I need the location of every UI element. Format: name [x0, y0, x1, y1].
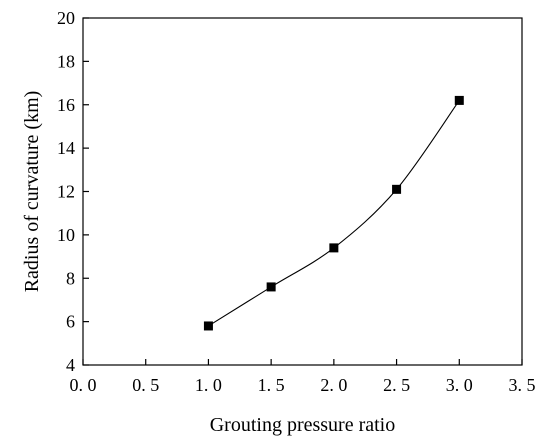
- y-tick-label: 16: [57, 95, 75, 115]
- plot-frame: [82, 17, 523, 366]
- data-point-marker: [266, 282, 276, 292]
- y-tick-label: 4: [66, 355, 75, 375]
- y-tick-label: 20: [57, 8, 75, 28]
- y-tick-label: 8: [66, 268, 75, 288]
- y-axis-title: Radius of curvature (km): [21, 91, 43, 293]
- series-line: [208, 100, 460, 327]
- x-axis: 0. 0 0. 5 1. 0 1. 5 2. 0 2. 5 3. 0 3. 5: [70, 359, 536, 395]
- plot-area: [82, 17, 523, 366]
- x-axis-title: Grouting pressure ratio: [210, 414, 396, 436]
- x-tick-label: 2. 5: [383, 375, 410, 395]
- x-tick-label: 1. 5: [258, 375, 285, 395]
- y-axis: 4 6 8 10 12 14 16 18 20: [57, 8, 89, 375]
- data-point-marker: [454, 95, 464, 105]
- y-tick-label: 6: [66, 312, 75, 332]
- data-point-marker: [329, 243, 339, 253]
- x-tick-label: 3. 5: [509, 375, 536, 395]
- x-tick-label: 0. 0: [70, 375, 97, 395]
- series-layer: [203, 95, 464, 331]
- y-tick-label: 18: [57, 51, 75, 71]
- y-tick-label: 10: [57, 225, 75, 245]
- data-point-marker: [392, 184, 402, 194]
- y-tick-label: 12: [57, 182, 75, 202]
- y-tick-label: 14: [57, 138, 75, 158]
- data-point-marker: [203, 321, 213, 331]
- x-tick-label: 2. 0: [320, 375, 347, 395]
- x-tick-label: 0. 5: [132, 375, 159, 395]
- x-tick-label: 3. 0: [446, 375, 473, 395]
- x-tick-label: 1. 0: [195, 375, 222, 395]
